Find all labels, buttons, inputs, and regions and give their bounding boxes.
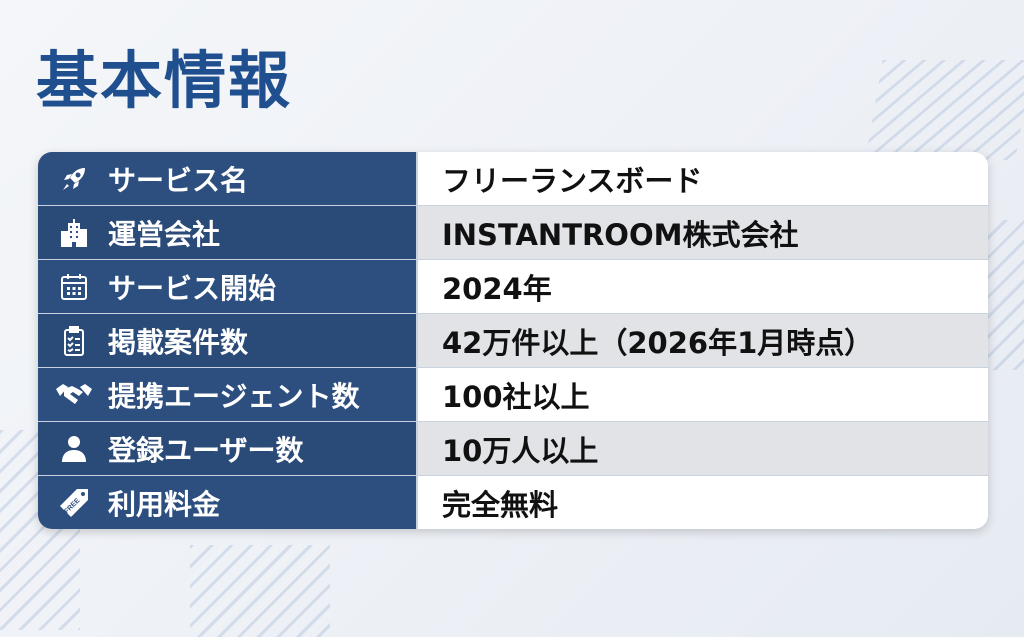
handshake-icon [54,379,94,411]
row-label: 掲載案件数 [108,325,249,359]
row-label: 登録ユーザー数 [108,433,304,467]
row-label: 提携エージェント数 [108,379,360,413]
row-label: サービス名 [108,163,249,197]
decorative-stripes [984,220,1024,370]
row-value: フリーランスボード [418,152,988,205]
table-row: 運営会社 INSTANTROOM株式会社 [38,206,988,260]
user-icon [54,433,94,465]
table-row: FREE 利用料金 完全無料 [38,476,988,529]
calendar-icon [54,271,94,303]
row-label: サービス開始 [108,271,277,305]
row-label: 運営会社 [108,217,221,251]
building-icon [54,217,94,249]
table-row: 登録ユーザー数 10万人以上 [38,422,988,476]
row-value: 完全無料 [418,476,988,529]
free-tag-icon: FREE [54,487,94,519]
row-value: INSTANTROOM株式会社 [418,206,988,259]
row-value: 100社以上 [418,368,988,421]
table-row: 提携エージェント数 100社以上 [38,368,988,422]
table-row: 掲載案件数 42万件以上（2026年1月時点） [38,314,988,368]
table-row: サービス開始 2024年 [38,260,988,314]
decorative-stripes [190,545,330,637]
row-value: 2024年 [418,260,988,313]
info-table: サービス名 フリーランスボード 運営会社 INSTANTROOM株式会社 サービ… [38,152,988,529]
table-row: サービス名 フリーランスボード [38,152,988,206]
decorative-stripes [865,60,1024,160]
row-value: 42万件以上（2026年1月時点） [418,314,988,367]
clipboard-icon [54,325,94,357]
rocket-icon [54,163,94,195]
row-value: 10万人以上 [418,422,988,475]
page-title: 基本情報 [36,44,293,117]
row-label: 利用料金 [108,487,221,521]
